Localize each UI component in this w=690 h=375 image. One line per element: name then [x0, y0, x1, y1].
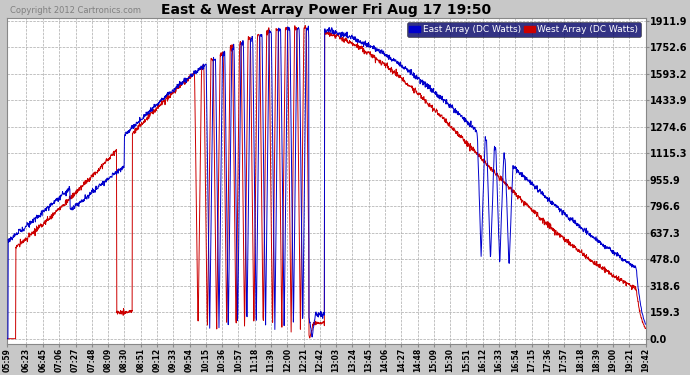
Title: East & West Array Power Fri Aug 17 19:50: East & West Array Power Fri Aug 17 19:50	[161, 3, 491, 17]
Legend: East Array (DC Watts), West Array (DC Watts): East Array (DC Watts), West Array (DC Wa…	[406, 22, 641, 37]
Text: Copyright 2012 Cartronics.com: Copyright 2012 Cartronics.com	[10, 6, 141, 15]
